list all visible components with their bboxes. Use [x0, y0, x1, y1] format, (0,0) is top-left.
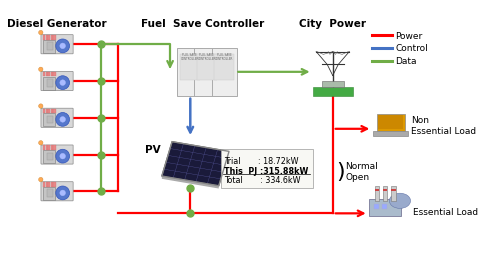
Bar	[43, 182, 45, 187]
Bar	[180, 54, 200, 81]
Text: Diesel Generator: Diesel Generator	[7, 19, 107, 29]
Text: Fuel  Save Controller: Fuel Save Controller	[141, 19, 264, 29]
Bar	[374, 204, 379, 210]
Bar	[392, 189, 396, 191]
Bar	[313, 87, 353, 96]
Polygon shape	[162, 176, 219, 189]
Bar	[43, 36, 45, 40]
Circle shape	[39, 178, 43, 182]
Circle shape	[39, 68, 43, 72]
Bar	[45, 182, 48, 187]
Text: City  Power: City Power	[299, 19, 366, 29]
Bar	[43, 109, 45, 114]
Circle shape	[39, 104, 43, 109]
Bar	[221, 149, 313, 188]
Text: ): )	[336, 162, 345, 181]
Bar	[53, 182, 56, 187]
Text: Control: Control	[395, 44, 428, 53]
Circle shape	[60, 44, 65, 50]
Text: FUEL SAVE
CONTROLLER: FUEL SAVE CONTROLLER	[215, 53, 233, 61]
Bar	[45, 146, 48, 150]
Circle shape	[60, 154, 65, 159]
Bar	[212, 49, 237, 96]
Bar	[51, 182, 53, 187]
Text: Essential Load: Essential Load	[413, 207, 478, 216]
Text: Data: Data	[395, 57, 417, 66]
Circle shape	[60, 190, 65, 196]
Bar	[53, 73, 56, 77]
Bar	[47, 153, 53, 161]
Bar	[45, 36, 48, 40]
Bar	[375, 189, 379, 191]
Bar	[45, 73, 48, 77]
Bar	[43, 187, 55, 200]
Circle shape	[56, 76, 70, 90]
Text: Total       : 334.6kW: Total : 334.6kW	[224, 175, 301, 184]
Bar	[43, 41, 55, 54]
Bar	[214, 54, 234, 81]
Bar	[382, 204, 387, 210]
Bar	[51, 146, 53, 150]
Bar	[369, 199, 401, 216]
Bar	[51, 36, 53, 40]
Bar	[383, 186, 387, 201]
FancyBboxPatch shape	[41, 182, 73, 201]
Bar	[43, 150, 55, 164]
Bar	[177, 49, 202, 96]
Circle shape	[56, 40, 70, 54]
Text: Trial       : 18.72kW: Trial : 18.72kW	[224, 157, 299, 166]
Bar	[53, 109, 56, 114]
Bar	[47, 80, 53, 87]
Circle shape	[39, 31, 43, 36]
Bar	[378, 116, 403, 129]
Circle shape	[39, 141, 43, 146]
FancyBboxPatch shape	[41, 145, 73, 164]
Bar	[373, 131, 408, 137]
Polygon shape	[162, 142, 229, 186]
Text: This  PJ :315.88kW: This PJ :315.88kW	[224, 166, 309, 175]
Bar	[43, 114, 55, 127]
Bar	[51, 109, 53, 114]
Bar	[194, 49, 219, 96]
Bar	[53, 146, 56, 150]
Bar	[322, 82, 344, 88]
Circle shape	[60, 81, 65, 86]
Circle shape	[56, 113, 70, 127]
FancyBboxPatch shape	[41, 36, 73, 55]
Bar	[48, 146, 50, 150]
Bar	[392, 186, 396, 201]
Bar	[43, 73, 45, 77]
Bar	[51, 73, 53, 77]
Bar	[45, 109, 48, 114]
Bar	[383, 189, 387, 191]
Bar	[48, 73, 50, 77]
Circle shape	[56, 150, 70, 163]
Text: PV: PV	[145, 145, 160, 154]
Bar	[47, 116, 53, 124]
Text: Normal
Open: Normal Open	[346, 162, 378, 181]
Bar	[47, 189, 53, 197]
Bar	[48, 36, 50, 40]
Bar	[53, 36, 56, 40]
Bar	[48, 182, 50, 187]
Circle shape	[60, 117, 65, 123]
Bar	[377, 115, 405, 131]
Text: FUEL SAVE
CONTROLLER: FUEL SAVE CONTROLLER	[181, 53, 199, 61]
Bar	[375, 186, 379, 201]
Ellipse shape	[389, 194, 410, 209]
FancyBboxPatch shape	[41, 109, 73, 128]
Text: FUEL SAVE
CONTROLLER: FUEL SAVE CONTROLLER	[197, 53, 216, 61]
Bar	[43, 146, 45, 150]
Text: Non
Essential Load: Non Essential Load	[411, 116, 476, 135]
Bar	[47, 43, 53, 51]
Circle shape	[56, 186, 70, 200]
Bar	[197, 54, 217, 81]
Bar	[48, 109, 50, 114]
FancyBboxPatch shape	[41, 72, 73, 91]
Text: Power: Power	[395, 31, 423, 40]
Bar	[43, 77, 55, 90]
